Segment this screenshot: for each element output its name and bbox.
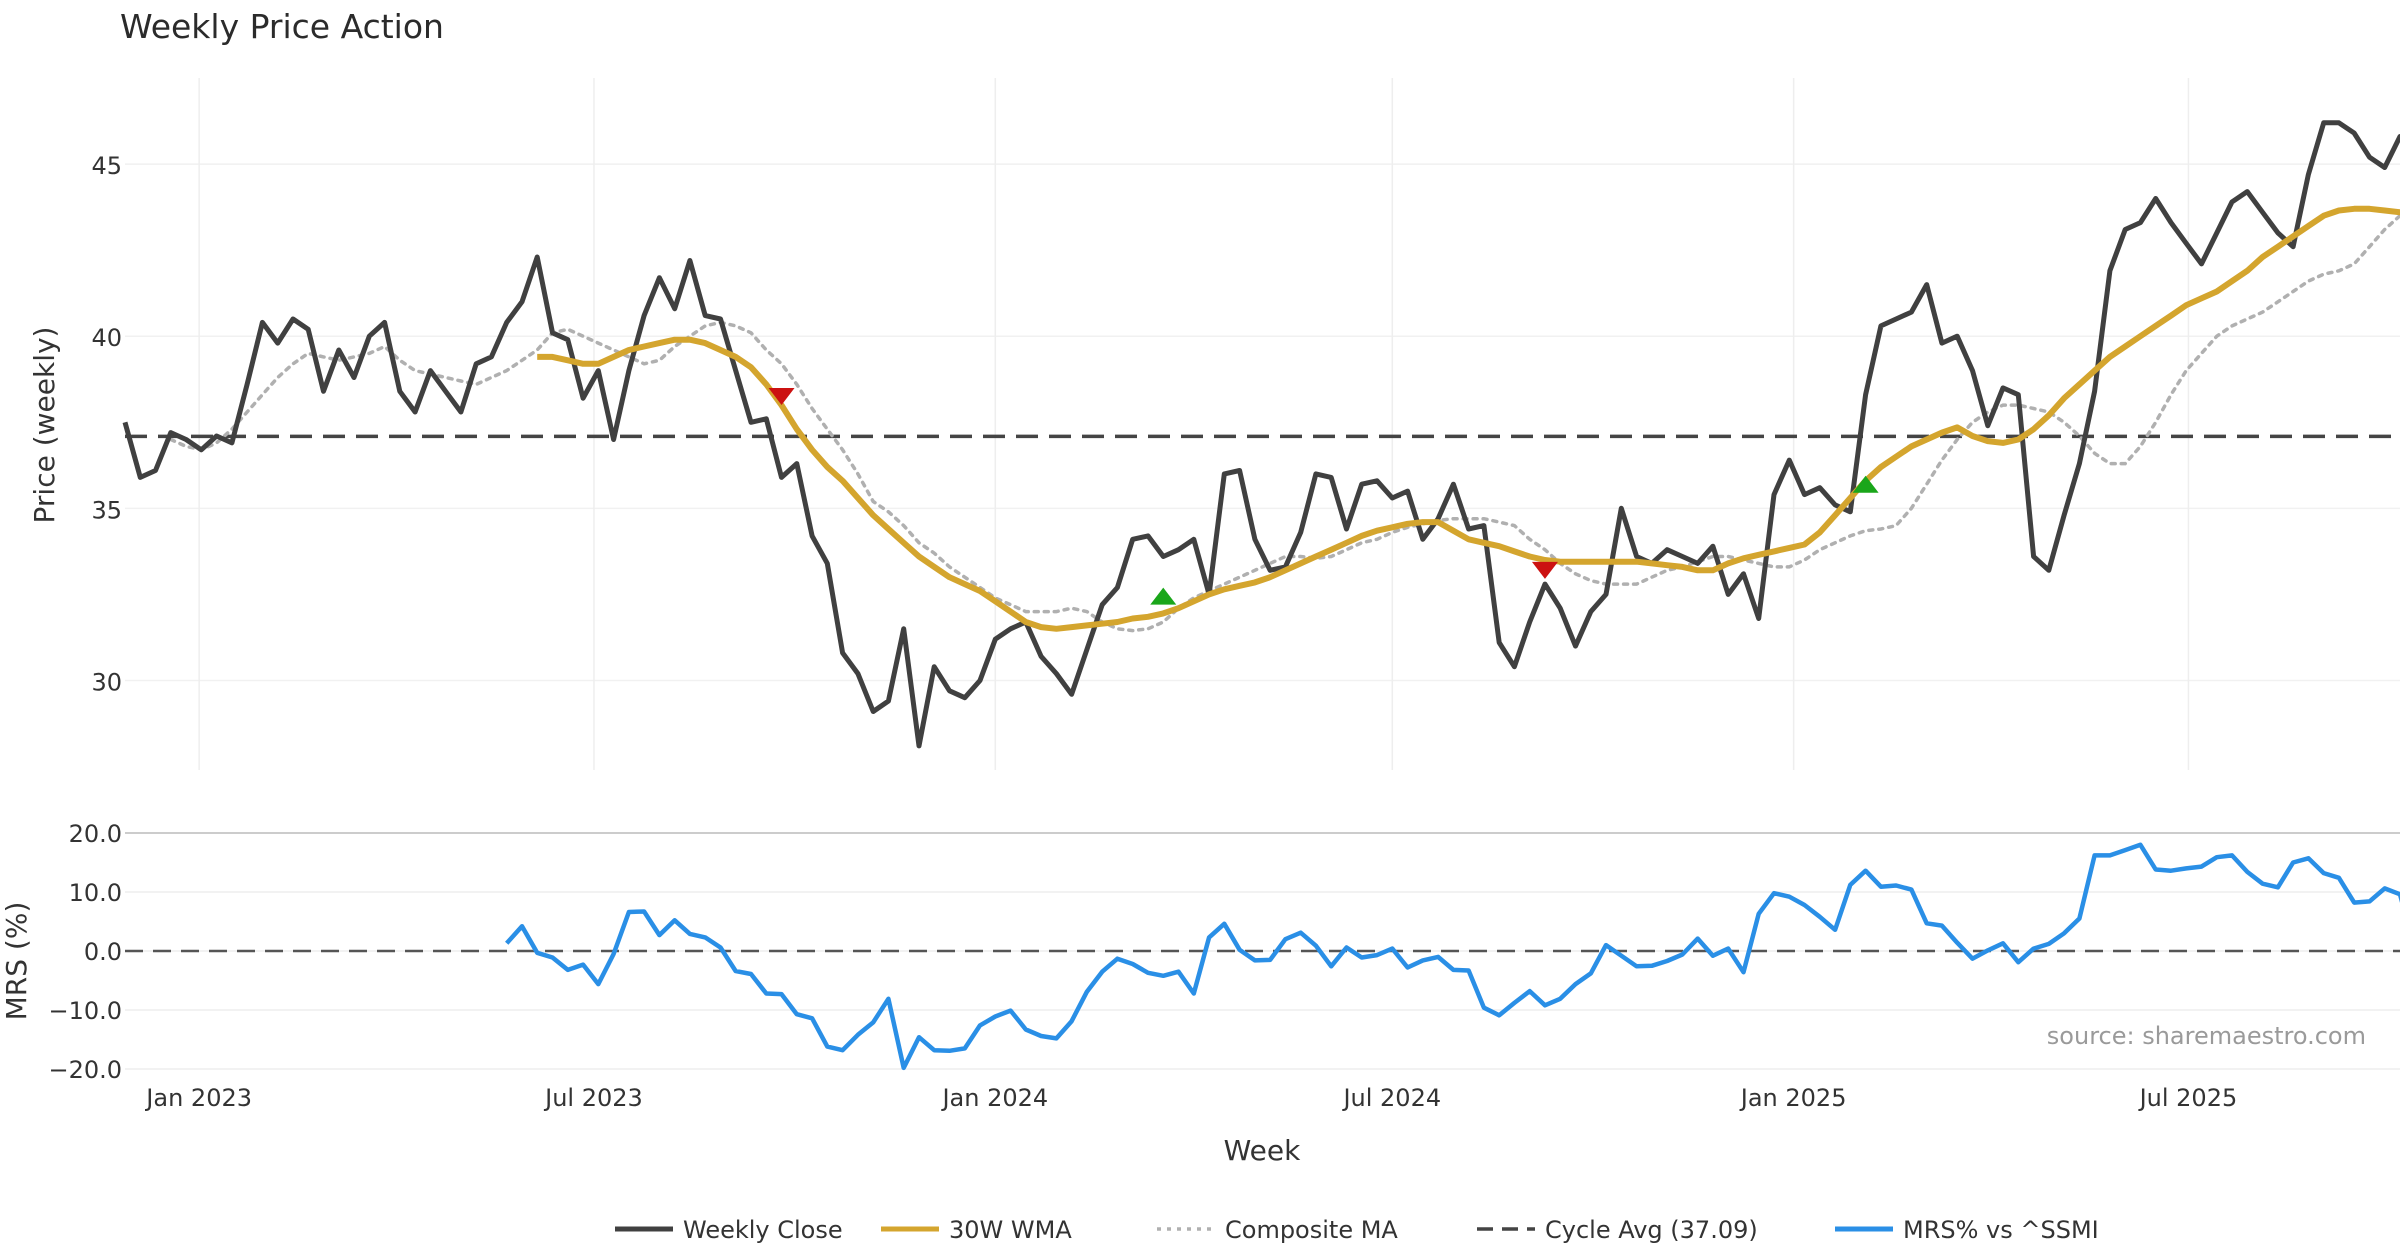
legend-item: Weekly Close [615,1216,843,1244]
mrs-line [505,842,2400,1071]
mrs-y-tick-label: 10.0 [69,879,122,907]
price-grid [125,78,2400,770]
weekly-close-line [122,120,2400,749]
legend-label: MRS% vs ^SSMI [1903,1216,2099,1244]
mrs-panel: 20.0 10.0 0.0 −10.0 −20.0 MRS (%) source: sh… [0,820,2400,1084]
legend-item: 30W WMA [881,1216,1072,1244]
x-tick-label: Jul 2025 [2138,1084,2238,1112]
legend-label: Weekly Close [683,1216,843,1244]
legend-item: Cycle Avg (37.09) [1477,1216,1758,1244]
mrs-y-tick-label: −20.0 [48,1056,122,1084]
legend-label: 30W WMA [949,1216,1072,1244]
price-y-tick-label: 35 [91,496,122,524]
wma-30w-line [537,205,2400,632]
mrs-y-tick-label: −10.0 [48,997,122,1025]
x-tick-label: Jul 2023 [543,1084,643,1112]
mrs-y-ticks: 20.0 10.0 0.0 −10.0 −20.0 [48,820,122,1084]
sell-signal-marker [1531,561,1558,579]
mrs-y-tick-label: 0.0 [84,938,122,966]
price-y-tick-label: 45 [91,152,122,180]
mrs-y-tick-label: 20.0 [69,820,122,848]
mrs-y-axis-label: MRS (%) [0,902,33,1021]
signal-markers [768,387,1879,605]
buy-signal-marker [1852,475,1879,493]
sell-signal-marker [768,387,795,405]
x-axis-label: Week [1224,1134,1301,1167]
buy-signal-marker [1150,587,1177,605]
legend: Weekly Close 30W WMA Composite MA Cycle Avg… [615,1216,2099,1244]
legend-label: Cycle Avg (37.09) [1545,1216,1758,1244]
x-tick-label: Jan 2025 [1739,1084,1847,1112]
composite-ma-line [169,213,2400,633]
price-y-ticks: 30 35 40 45 [91,152,122,696]
legend-label: Composite MA [1225,1216,1398,1244]
price-y-tick-label: 40 [91,324,122,352]
legend-item: Composite MA [1157,1216,1398,1244]
x-tick-label: Jan 2023 [144,1084,252,1112]
price-panel: 30 35 40 45 Price (weekly) [28,78,2400,770]
source-annotation: source: sharemaestro.com [2047,1022,2366,1050]
x-tick-label: Jan 2024 [940,1084,1048,1112]
price-y-axis-label: Price (weekly) [28,327,61,524]
price-y-tick-label: 30 [91,668,122,696]
x-tick-label: Jul 2024 [1341,1084,1441,1112]
x-axis: Jan 2023 Jul 2023 Jan 2024 Jul 2024 Jan 2025… [144,1084,2237,1112]
chart-title: Weekly Price Action [120,7,444,46]
legend-item: MRS% vs ^SSMI [1835,1216,2099,1244]
